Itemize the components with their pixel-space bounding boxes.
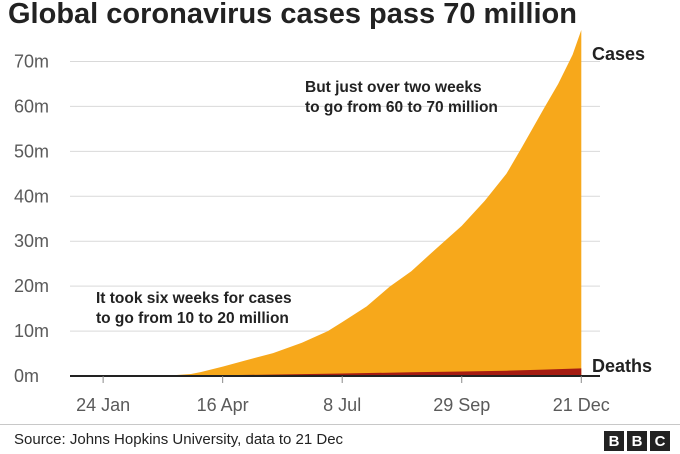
annotation-text: It took six weeks for cases xyxy=(96,290,292,307)
area-chart: 0m 10m 20m 30m 40m 50m 60m 70m 24 Jan 16 Apr 8 Ju… xyxy=(14,30,652,415)
logo-letter: B xyxy=(604,431,624,451)
x-tick-label: 21 Dec xyxy=(553,395,610,415)
y-tick-label: 0m xyxy=(14,366,39,386)
footer-divider xyxy=(0,424,680,425)
area-deaths xyxy=(100,368,582,376)
chart-title: Global coronavirus cases pass 70 million xyxy=(8,0,577,30)
annotation-text: to go from 60 to 70 million xyxy=(305,99,498,116)
source-note: Source: Johns Hopkins University, data t… xyxy=(14,431,344,448)
area-cases xyxy=(100,30,582,376)
annotation-text: But just over two weeks xyxy=(305,79,482,96)
y-tick-label: 50m xyxy=(14,141,49,161)
x-tick-label: 29 Sep xyxy=(433,395,490,415)
x-tick-label: 16 Apr xyxy=(197,395,249,415)
y-tick-label: 40m xyxy=(14,186,49,206)
x-tick-label: 24 Jan xyxy=(76,395,130,415)
logo-letter: C xyxy=(650,431,670,451)
series-label-cases: Cases xyxy=(592,44,645,64)
bbc-logo: B B C xyxy=(604,431,670,451)
y-tick-label: 60m xyxy=(14,96,49,116)
y-tick-label: 30m xyxy=(14,231,49,251)
x-tick-label: 8 Jul xyxy=(323,395,361,415)
y-tick-label: 70m xyxy=(14,51,49,71)
logo-letter: B xyxy=(627,431,647,451)
y-tick-label: 20m xyxy=(14,276,49,296)
series-label-deaths: Deaths xyxy=(592,356,652,376)
annotation-text: to go from 10 to 20 million xyxy=(96,310,289,327)
y-tick-label: 10m xyxy=(14,321,49,341)
